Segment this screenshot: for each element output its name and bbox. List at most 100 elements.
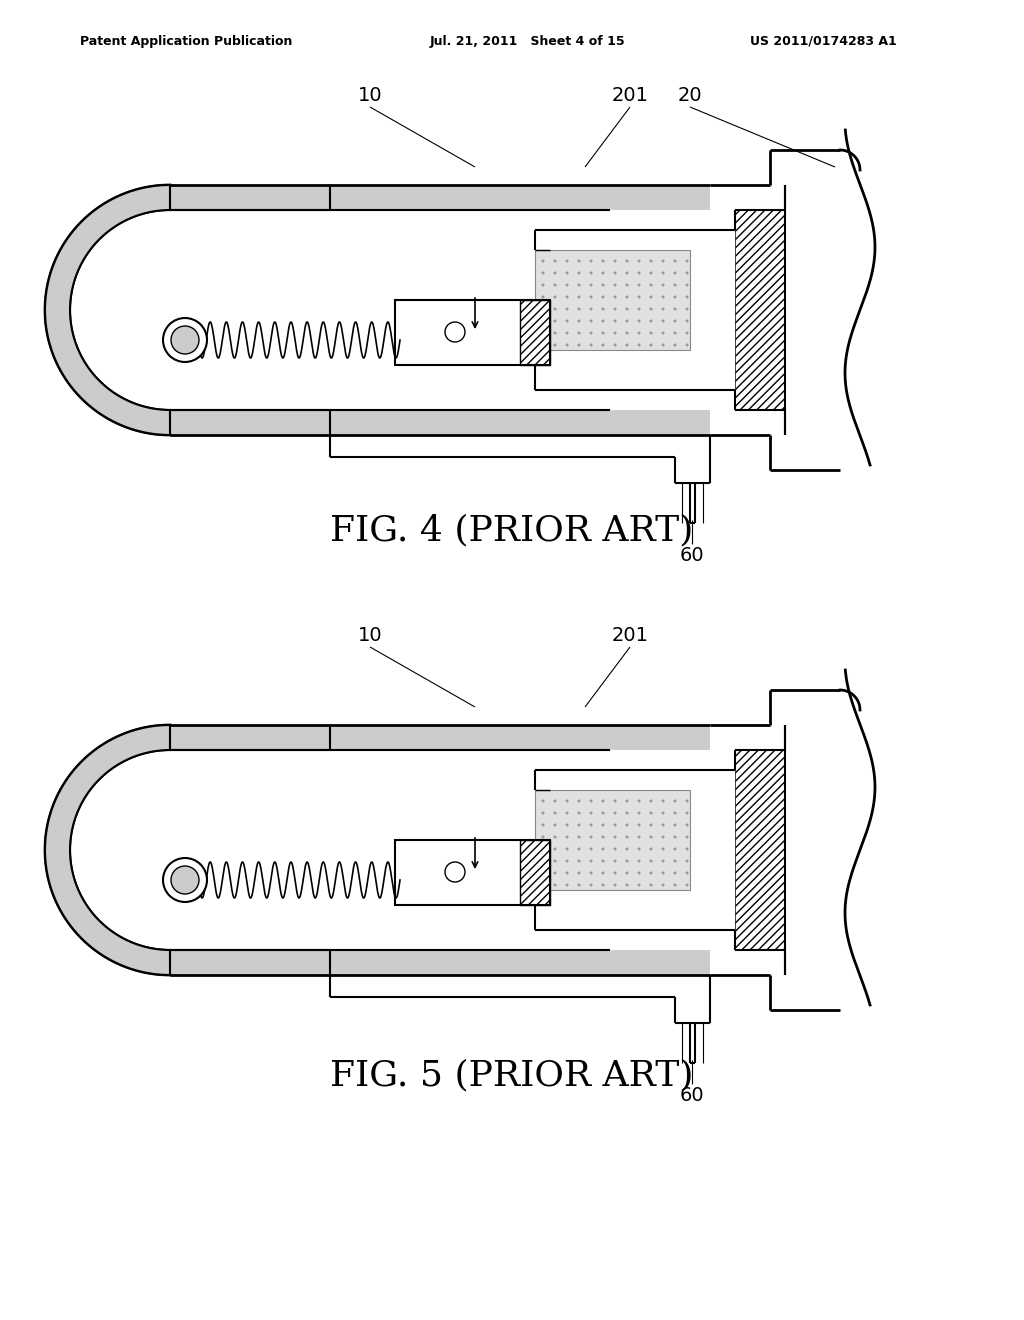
- Circle shape: [662, 836, 665, 838]
- Circle shape: [662, 308, 665, 310]
- Circle shape: [542, 272, 545, 275]
- Circle shape: [565, 319, 568, 322]
- Circle shape: [601, 871, 604, 874]
- Circle shape: [601, 308, 604, 310]
- Circle shape: [685, 284, 688, 286]
- Circle shape: [674, 800, 677, 803]
- Circle shape: [662, 824, 665, 826]
- Circle shape: [685, 871, 688, 874]
- Circle shape: [590, 836, 593, 838]
- Bar: [735, 750, 785, 950]
- Circle shape: [554, 859, 556, 862]
- Circle shape: [662, 296, 665, 298]
- Circle shape: [662, 883, 665, 887]
- Text: 20: 20: [678, 86, 702, 106]
- Circle shape: [601, 883, 604, 887]
- Circle shape: [674, 272, 677, 275]
- Circle shape: [565, 260, 568, 263]
- Circle shape: [649, 272, 652, 275]
- Polygon shape: [45, 725, 170, 975]
- Circle shape: [638, 800, 640, 803]
- Circle shape: [649, 308, 652, 310]
- Circle shape: [626, 812, 629, 814]
- Circle shape: [590, 343, 593, 346]
- Circle shape: [649, 871, 652, 874]
- Circle shape: [662, 331, 665, 334]
- Circle shape: [649, 319, 652, 322]
- Circle shape: [542, 308, 545, 310]
- Circle shape: [554, 260, 556, 263]
- Circle shape: [554, 319, 556, 322]
- Circle shape: [649, 824, 652, 826]
- Circle shape: [662, 859, 665, 862]
- Circle shape: [613, 284, 616, 286]
- Bar: [395, 300, 550, 366]
- Circle shape: [638, 859, 640, 862]
- Circle shape: [601, 284, 604, 286]
- Circle shape: [590, 284, 593, 286]
- Circle shape: [578, 859, 581, 862]
- Circle shape: [590, 331, 593, 334]
- Circle shape: [590, 883, 593, 887]
- Circle shape: [590, 847, 593, 850]
- Circle shape: [674, 296, 677, 298]
- Circle shape: [565, 296, 568, 298]
- Circle shape: [445, 862, 465, 882]
- Circle shape: [638, 260, 640, 263]
- Circle shape: [554, 836, 556, 838]
- Circle shape: [542, 859, 545, 862]
- Circle shape: [613, 272, 616, 275]
- Circle shape: [163, 318, 207, 362]
- Circle shape: [626, 824, 629, 826]
- Circle shape: [542, 871, 545, 874]
- Circle shape: [554, 812, 556, 814]
- Circle shape: [578, 260, 581, 263]
- Circle shape: [638, 296, 640, 298]
- Circle shape: [590, 272, 593, 275]
- Circle shape: [626, 260, 629, 263]
- Text: 10: 10: [357, 86, 382, 106]
- Circle shape: [542, 812, 545, 814]
- Circle shape: [638, 331, 640, 334]
- Circle shape: [638, 847, 640, 850]
- Circle shape: [542, 800, 545, 803]
- Circle shape: [542, 343, 545, 346]
- Circle shape: [590, 859, 593, 862]
- Circle shape: [565, 331, 568, 334]
- Circle shape: [662, 319, 665, 322]
- Circle shape: [638, 812, 640, 814]
- Circle shape: [613, 824, 616, 826]
- Circle shape: [626, 871, 629, 874]
- Circle shape: [590, 319, 593, 322]
- Circle shape: [578, 824, 581, 826]
- Circle shape: [578, 343, 581, 346]
- Circle shape: [613, 859, 616, 862]
- Circle shape: [554, 883, 556, 887]
- Bar: [520, 840, 550, 906]
- Circle shape: [565, 800, 568, 803]
- Circle shape: [601, 824, 604, 826]
- Text: US 2011/0174283 A1: US 2011/0174283 A1: [750, 36, 897, 48]
- Circle shape: [554, 824, 556, 826]
- Circle shape: [565, 871, 568, 874]
- Circle shape: [578, 871, 581, 874]
- Text: 201: 201: [611, 626, 648, 645]
- Circle shape: [590, 308, 593, 310]
- Circle shape: [554, 800, 556, 803]
- Circle shape: [590, 296, 593, 298]
- Circle shape: [649, 284, 652, 286]
- Circle shape: [649, 847, 652, 850]
- Circle shape: [613, 260, 616, 263]
- Circle shape: [578, 308, 581, 310]
- Circle shape: [674, 319, 677, 322]
- Circle shape: [542, 836, 545, 838]
- Bar: [170, 411, 710, 436]
- Circle shape: [649, 343, 652, 346]
- Circle shape: [601, 331, 604, 334]
- Circle shape: [626, 859, 629, 862]
- Circle shape: [601, 859, 604, 862]
- Circle shape: [626, 847, 629, 850]
- Circle shape: [626, 800, 629, 803]
- Circle shape: [445, 322, 465, 342]
- Circle shape: [601, 296, 604, 298]
